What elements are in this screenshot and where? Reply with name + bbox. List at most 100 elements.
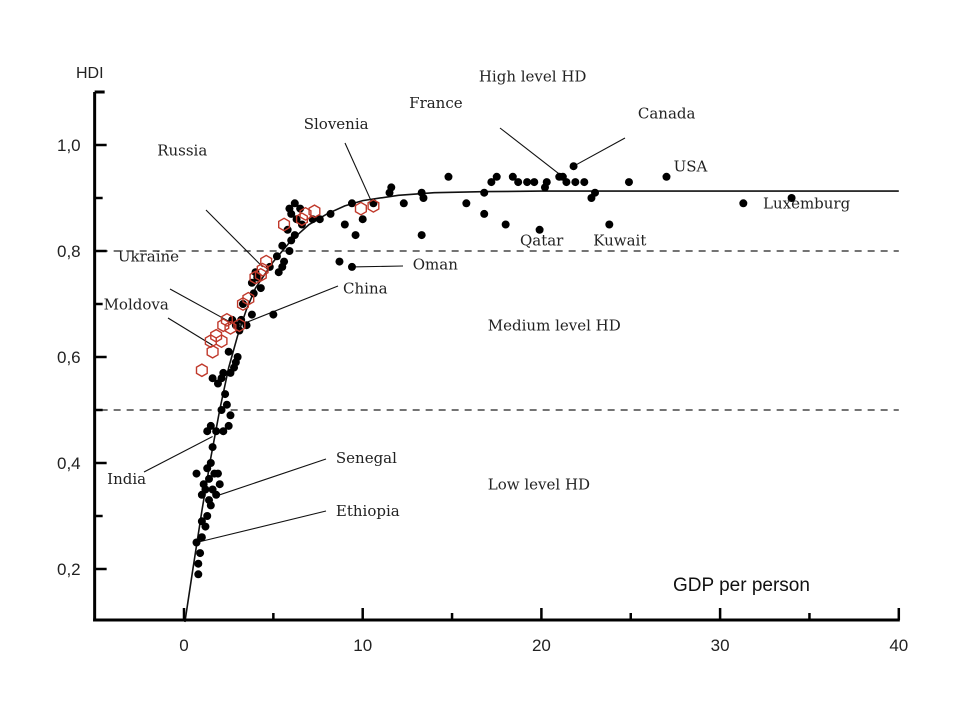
data-point-country: [290, 231, 299, 240]
annotation-label-india: India: [107, 470, 146, 488]
annotation-label-ethiopia: Ethiopia: [336, 502, 400, 520]
data-point-country: [224, 421, 233, 430]
data-point-country: [194, 570, 203, 579]
data-point-country: [285, 204, 294, 213]
data-point-country: [571, 178, 580, 187]
data-point-country: [238, 300, 247, 308]
zone-label-low: Low level HD: [488, 476, 590, 494]
data-point-country: [297, 220, 306, 229]
data-point-country: [347, 199, 356, 208]
data-point-country: [542, 178, 551, 187]
data-point-country: [212, 427, 221, 436]
fit-curve-line: [184, 190, 899, 623]
data-point-post-soviet: [217, 318, 230, 333]
data-point-country: [417, 231, 426, 240]
data-point-country: [480, 209, 489, 218]
data-point-country: [203, 512, 212, 520]
data-point-country: [444, 172, 453, 181]
data-point-country: [399, 199, 408, 208]
data-point-country: [562, 178, 571, 187]
data-point-post-soviet: [354, 201, 367, 216]
data-point-post-soviet: [254, 267, 267, 282]
data-point-country: [351, 231, 360, 240]
data-point-country: [523, 178, 532, 187]
data-point-country: [662, 172, 671, 181]
data-point-country: [487, 178, 496, 187]
data-point-post-soviet: [233, 318, 246, 333]
data-point-country: [535, 225, 544, 234]
x-tick-label: 20: [532, 636, 551, 655]
annotation-label-usa: USA: [674, 158, 708, 176]
data-point-country: [249, 289, 258, 298]
text-labels: HDI GDP per person Russia Ukraine Moldova S…: [76, 65, 851, 596]
data-point-country: [278, 241, 287, 250]
x-tick-label: 10: [353, 636, 372, 655]
data-point-country: [358, 215, 367, 224]
leader-line-slovenia: [344, 142, 374, 207]
data-point-country: [192, 538, 201, 547]
data-point-post-soviet: [242, 291, 255, 306]
x-tick-label: 30: [711, 636, 730, 655]
leader-line-russia: [205, 209, 264, 268]
data-point-country: [530, 178, 539, 187]
data-point-country: [591, 188, 600, 197]
annotation-leader-lines: [143, 127, 626, 544]
leader-line-china: [239, 285, 339, 326]
data-point-country: [199, 480, 208, 489]
data-point-country: [269, 310, 278, 319]
x-tick-label: 40: [889, 636, 908, 655]
leader-line-moldova: [167, 317, 215, 347]
fit-curve-group: [184, 190, 899, 623]
zone-label-high: High level HD: [479, 67, 587, 85]
data-point-post-soviet: [220, 312, 234, 327]
leader-line-senegal: [219, 458, 327, 496]
threshold-lines: [100, 250, 899, 411]
data-point-country: [285, 247, 294, 255]
annotation-label-china: China: [343, 279, 388, 297]
y-tick-label: 1,0: [57, 136, 81, 155]
data-point-country: [206, 421, 215, 430]
leader-line-oman: [351, 265, 404, 268]
data-point-country: [580, 178, 589, 187]
data-point-country: [208, 485, 217, 494]
data-point-country: [514, 178, 523, 187]
data-point-post-soviet: [308, 204, 321, 219]
data-point-country: [787, 194, 796, 202]
data-point-country: [206, 459, 215, 467]
axes: 0,2 0,4 0,6 0,8 1,0 0 10 20 30 40: [57, 90, 908, 655]
annotation-label-luxemburg: Luxemburg: [763, 195, 851, 213]
data-point-country: [462, 199, 471, 208]
data-point-country: [296, 204, 305, 213]
data-point-post-soviet: [215, 334, 228, 349]
data-point-country: [224, 347, 233, 356]
data-point-country: [605, 220, 614, 229]
data-point-country: [480, 188, 489, 197]
data-point-country: [217, 406, 226, 414]
data-point-country: [280, 257, 289, 266]
data-point-post-soviet: [278, 217, 291, 232]
data-point-country: [739, 199, 748, 208]
data-point-country: [205, 474, 214, 483]
annotation-label-qatar: Qatar: [520, 232, 564, 250]
annotation-label-france: France: [409, 94, 463, 112]
data-point-country: [387, 183, 396, 192]
annotation-label-kuwait: Kuwait: [593, 232, 646, 250]
data-point-post-soviet: [195, 363, 208, 378]
x-tick-label: 0: [179, 636, 188, 655]
data-point-country: [221, 390, 230, 399]
y-tick-label: 0,4: [57, 454, 81, 473]
data-point-country: [247, 310, 256, 319]
annotation-label-canada: Canada: [638, 105, 696, 123]
y-axis-title: HDI: [76, 65, 104, 82]
x-axis-title: GDP per person: [673, 575, 810, 596]
data-point-country: [197, 533, 206, 542]
annotation-label-russia: Russia: [157, 142, 207, 160]
y-tick-label: 0,8: [57, 242, 81, 261]
data-point-country: [213, 469, 222, 478]
data-point-country: [194, 559, 203, 568]
annotation-label-moldova: Moldova: [104, 295, 169, 313]
leader-line-canada: [573, 137, 626, 167]
data-point-country: [256, 284, 265, 293]
data-point-country: [624, 178, 633, 187]
data-point-country: [326, 209, 335, 218]
